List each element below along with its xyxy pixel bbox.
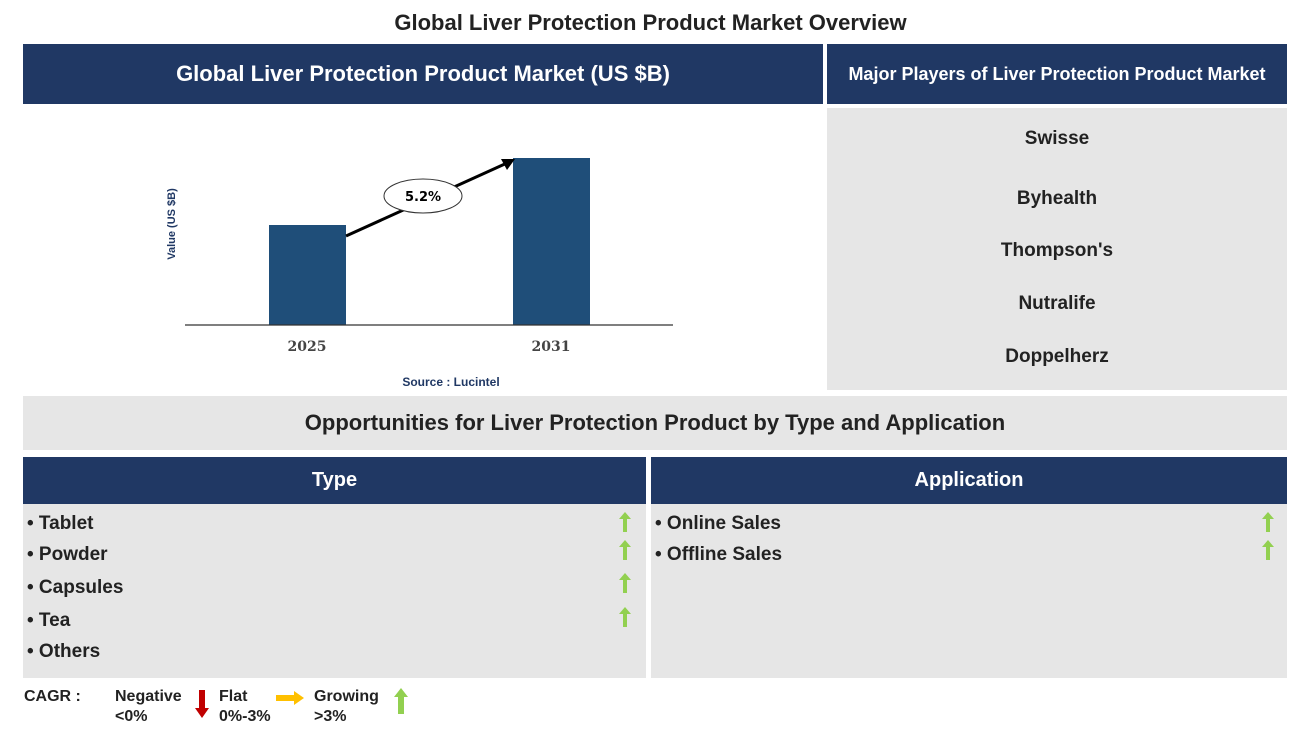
legend-flat-range: 0%-3%: [219, 708, 271, 725]
legend-negative-label: Negative: [115, 688, 182, 705]
legend-growing: Growing >3%: [314, 687, 379, 727]
growing-arrow-icon: [1262, 512, 1274, 532]
legend-growing-label: Growing: [314, 688, 379, 705]
opportunities-header: Opportunities for Liver Protection Produ…: [23, 396, 1287, 450]
cagr-bubble: [383, 178, 463, 214]
negative-arrow-icon: [195, 690, 209, 718]
growing-arrow-icon: [394, 688, 408, 714]
flat-arrow-icon: [276, 691, 304, 705]
type-item: • Powder: [27, 544, 108, 565]
legend-flat: Flat 0%-3%: [219, 687, 271, 727]
x-tick-2031: 2031: [532, 339, 571, 355]
type-item: • Tea: [27, 610, 71, 631]
player-item: Doppelherz: [1005, 346, 1109, 367]
legend-label: CAGR :: [24, 688, 81, 705]
application-item: • Offline Sales: [655, 544, 783, 565]
cagr-label: 5.2%: [405, 190, 441, 205]
page-title: Global Liver Protection Product Market O…: [394, 10, 907, 35]
growing-arrow-icon: [619, 573, 631, 593]
application-list: • Online Sales • Offline Sales: [651, 504, 1287, 678]
source-label: Source : Lucintel: [402, 375, 499, 389]
players-panel-header: Major Players of Liver Protection Produc…: [827, 44, 1287, 104]
market-chart: Value (US $B) 5.2% 2025 2031 Source : Lu…: [166, 158, 673, 389]
type-item: • Tablet: [27, 513, 94, 534]
growing-arrow-icon: [619, 607, 631, 627]
growing-arrow-icon: [619, 540, 631, 560]
application-item: • Online Sales: [655, 513, 781, 534]
player-item: Byhealth: [1016, 188, 1098, 209]
x-tick-2025: 2025: [288, 339, 327, 355]
bar-2025: [269, 225, 346, 325]
players-list: Swisse Byhealth Thompson's Nutralife Dop…: [827, 108, 1287, 390]
growing-arrow-icon: [619, 512, 631, 532]
growth-arrowhead: [501, 159, 515, 170]
legend-negative: Negative <0%: [115, 687, 182, 727]
type-header: Type: [23, 457, 646, 504]
bar-2031: [513, 158, 590, 325]
type-item: • Others: [27, 641, 101, 662]
player-item: Thompson's: [1000, 240, 1114, 261]
growing-arrow-icon: [1262, 540, 1274, 560]
y-axis-label: Value (US $B): [166, 188, 178, 260]
type-item: • Capsules: [27, 577, 124, 598]
legend-flat-label: Flat: [219, 688, 248, 705]
legend-growing-range: >3%: [314, 708, 347, 725]
legend-negative-range: <0%: [115, 708, 148, 725]
player-item: Nutralife: [1018, 293, 1096, 314]
player-item: Swisse: [1024, 128, 1090, 149]
application-header: Application: [651, 457, 1287, 504]
type-list: • Tablet • Powder • Capsules • Tea • Oth…: [23, 504, 646, 678]
market-panel-header: Global Liver Protection Product Market (…: [23, 44, 823, 104]
